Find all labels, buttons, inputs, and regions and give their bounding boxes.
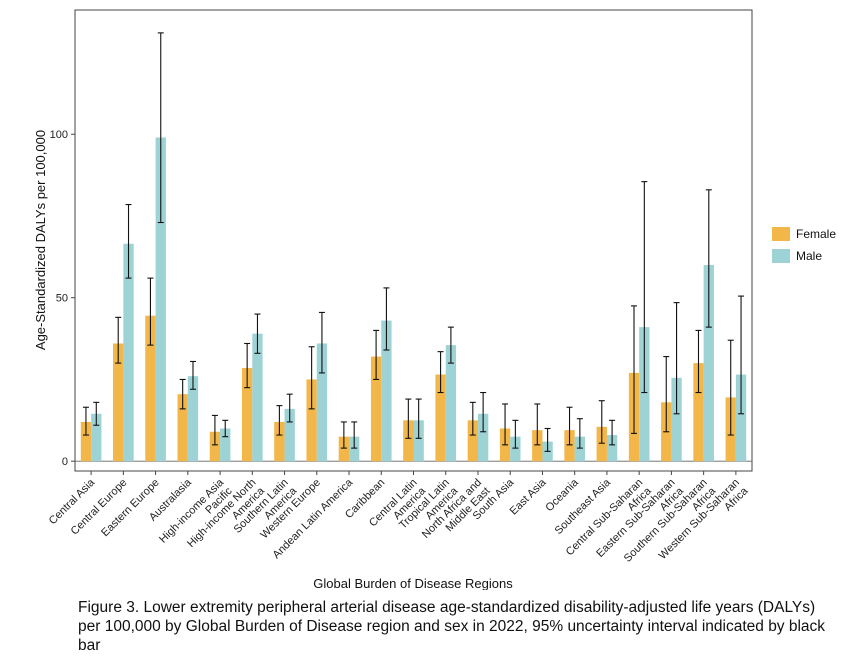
- error-bar-male-australasia: [189, 360, 196, 390]
- error-bar-male-caribbean: [383, 287, 390, 351]
- error-bar-male-eastern-europe: [157, 32, 164, 224]
- bar-female-tropical-latin-america: [435, 374, 446, 462]
- bar-female-southern-latin-america: [274, 421, 285, 462]
- error-bar-male-central-sub-saharan-africa: [641, 181, 648, 394]
- error-bar-female-east-asia: [534, 403, 541, 446]
- bar-female-central-europe: [113, 343, 124, 462]
- error-bar-male-central-europe: [125, 203, 132, 279]
- y-tick-label-50: 50: [56, 293, 68, 305]
- bar-female-southeast-asia: [596, 426, 607, 462]
- legend-label-female: Female: [796, 227, 836, 241]
- bar-female-east-asia: [532, 430, 543, 462]
- bar-male-central-latin-america: [413, 420, 424, 462]
- error-bar-male-central-asia: [93, 401, 100, 426]
- plot-panel: [74, 9, 753, 472]
- bar-male-high-income-north-america: [252, 333, 263, 462]
- y-axis-title: Age-Standardized DALYs per 100,000: [33, 130, 48, 350]
- error-bar-male-central-latin-america: [415, 398, 422, 439]
- bar-female-eastern-europe: [145, 315, 156, 462]
- error-bar-female-central-europe: [115, 316, 122, 364]
- error-bar-female-central-latin-america: [405, 398, 412, 439]
- bar-male-high-income-asia-pacific: [220, 428, 231, 462]
- bar-male-central-sub-saharan-africa: [639, 327, 650, 462]
- bar-female-australasia: [177, 394, 188, 462]
- error-bar-male-western-europe: [318, 311, 325, 374]
- y-tick-label-100: 100: [50, 129, 68, 141]
- error-bar-female-eastern-sub-saharan-africa: [663, 356, 670, 433]
- bar-male-australasia: [187, 376, 199, 462]
- bar-male-oceania: [574, 436, 586, 462]
- bar-male-southern-latin-america: [284, 408, 295, 462]
- error-bar-female-australasia: [179, 378, 186, 410]
- bar-male-south-asia: [510, 436, 521, 462]
- bar-male-eastern-europe: [155, 137, 166, 462]
- bar-male-andean-latin-america: [349, 436, 360, 462]
- legend: Female Male: [772, 227, 836, 263]
- bar-male-eastern-sub-saharan-africa: [671, 377, 682, 462]
- bar-female-oceania: [564, 430, 575, 462]
- bar-male-tropical-latin-america: [445, 345, 457, 462]
- error-bar-male-southeast-asia: [609, 419, 616, 446]
- error-bar-male-andean-latin-america: [351, 421, 358, 449]
- error-bar-male-north-africa-and-middle-east: [480, 391, 487, 433]
- y-axis: 0 50 100: [50, 129, 75, 468]
- bar-female-high-income-asia-pacific: [209, 431, 221, 462]
- bar-female-southern-sub-saharan-africa: [693, 363, 704, 462]
- x-tick-label-east-asia: East Asia: [508, 476, 550, 518]
- bar-female-western-europe: [306, 379, 317, 462]
- bar-male-southeast-asia: [606, 435, 618, 462]
- error-bar-male-southern-sub-saharan-africa: [705, 189, 712, 328]
- error-bar-male-southern-latin-america: [286, 393, 293, 423]
- error-bar-female-central-sub-saharan-africa: [631, 305, 638, 434]
- error-bar-female-western-sub-saharan-africa: [727, 339, 734, 436]
- error-bar-female-oceania: [566, 406, 573, 446]
- bar-male-southern-sub-saharan-africa: [703, 265, 714, 462]
- error-bar-female-eastern-europe: [147, 277, 154, 346]
- error-bars-group: [82, 32, 745, 452]
- error-bar-female-south-asia: [502, 403, 509, 446]
- error-bar-male-eastern-sub-saharan-africa: [673, 302, 680, 415]
- bar-female-central-latin-america: [403, 420, 414, 462]
- error-bar-female-north-africa-and-middle-east: [469, 401, 476, 436]
- error-bar-female-western-europe: [308, 346, 315, 410]
- error-bar-female-andean-latin-america: [340, 421, 347, 449]
- x-tick-label-central-europe: Central Europe: [69, 477, 130, 538]
- x-tick-label-southeast-asia: Southeast Asia: [553, 476, 614, 537]
- error-bar-male-oceania: [576, 418, 583, 449]
- error-bar-male-high-income-asia-pacific: [222, 419, 229, 438]
- bar-female-central-asia: [80, 421, 92, 462]
- x-tick-label-eastern-europe: Eastern Europe: [99, 477, 162, 540]
- error-bar-male-high-income-north-america: [254, 313, 261, 354]
- bar-female-north-africa-and-middle-east: [467, 420, 478, 462]
- error-bar-male-tropical-latin-america: [447, 326, 454, 364]
- x-axis-title: Global Burden of Disease Regions: [313, 576, 513, 590]
- bar-female-caribbean: [370, 356, 382, 462]
- legend-key-male: [772, 249, 790, 263]
- figure-caption: Figure 3. Lower extremity peripheral art…: [78, 599, 826, 654]
- error-bar-female-high-income-asia-pacific: [211, 414, 218, 446]
- bar-male-western-sub-saharan-africa: [735, 374, 747, 462]
- bar-male-caribbean: [381, 320, 392, 462]
- error-bar-female-southern-latin-america: [276, 405, 283, 436]
- y-tick-label-0: 0: [62, 456, 68, 468]
- legend-key-female: [772, 227, 790, 241]
- error-bar-female-southeast-asia: [598, 400, 605, 444]
- error-bar-female-caribbean: [373, 329, 380, 381]
- bar-male-central-asia: [91, 413, 102, 462]
- error-bar-female-tropical-latin-america: [437, 351, 444, 394]
- error-bar-male-east-asia: [544, 427, 551, 452]
- error-bar-female-high-income-north-america: [244, 342, 251, 389]
- error-bar-female-southern-sub-saharan-africa: [695, 329, 702, 394]
- bar-female-andean-latin-america: [338, 436, 350, 462]
- bar-female-high-income-north-america: [241, 368, 253, 462]
- legend-label-male: Male: [796, 249, 822, 263]
- bar-male-north-africa-and-middle-east: [477, 413, 489, 462]
- bar-male-central-europe: [123, 243, 134, 462]
- bar-male-western-europe: [316, 343, 328, 462]
- error-bar-male-western-sub-saharan-africa: [738, 295, 745, 415]
- error-bar-female-central-asia: [82, 406, 89, 436]
- error-bar-male-south-asia: [512, 419, 519, 449]
